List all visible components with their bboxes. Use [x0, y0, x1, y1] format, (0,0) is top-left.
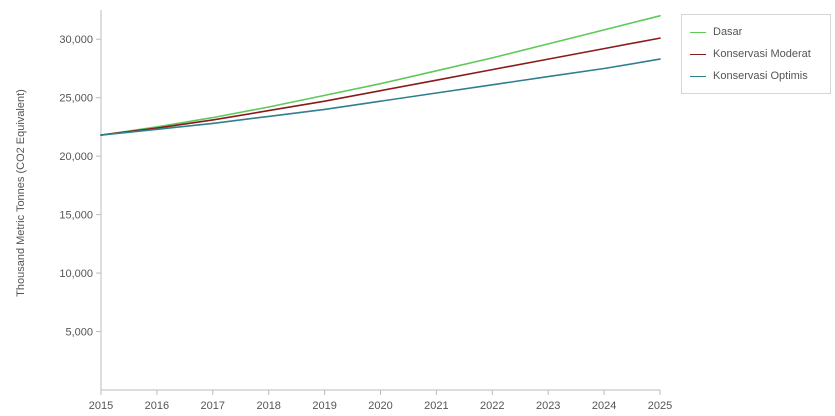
- legend-item: Konservasi Moderat: [690, 45, 811, 63]
- legend-label: Konservasi Optimis: [713, 70, 808, 82]
- x-tick-label: 2025: [648, 400, 672, 412]
- legend-label: Konservasi Moderat: [713, 48, 811, 60]
- y-tick-label: 25,000: [59, 93, 93, 105]
- x-tick-label: 2016: [145, 400, 169, 412]
- y-tick-label: 10,000: [59, 268, 93, 280]
- legend-item: Dasar: [690, 23, 742, 41]
- y-axis-title: Thousand Metric Tonnes (CO2 Equivalent): [15, 89, 27, 297]
- series-line-2: [100, 37, 661, 136]
- x-tick-label: 2017: [201, 400, 225, 412]
- x-tick-label: 2020: [368, 400, 392, 412]
- legend-swatch: [690, 53, 706, 55]
- x-axis: 2015 2016 2017 2018 2019 2020 2021 2022 2023 2024…: [89, 389, 672, 412]
- y-axis: 5,000 10,000 15,000 20,000 25,000 30,000: [59, 10, 102, 390]
- legend-swatch: [690, 31, 706, 33]
- series-line-1: [100, 15, 661, 136]
- y-tick-label: 5,000: [65, 327, 93, 339]
- y-tick-label: 15,000: [59, 210, 93, 222]
- x-tick-label: 2024: [592, 400, 616, 412]
- y-tick-label: 30,000: [59, 34, 93, 46]
- legend: Dasar Konservasi Moderat Konservasi Optimi…: [681, 14, 831, 94]
- legend-swatch: [690, 75, 706, 77]
- legend-item: Konservasi Optimis: [690, 67, 808, 85]
- x-tick-label: 2015: [89, 400, 113, 412]
- x-tick-label: 2023: [536, 400, 560, 412]
- series-line-3: [100, 58, 661, 136]
- x-tick-label: 2021: [424, 400, 448, 412]
- x-tick-label: 2019: [312, 400, 336, 412]
- y-tick-label: 20,000: [59, 151, 93, 163]
- x-tick-label: 2022: [480, 400, 504, 412]
- x-tick-label: 2018: [256, 400, 280, 412]
- legend-label: Dasar: [713, 26, 743, 38]
- series-layer: [100, 15, 661, 136]
